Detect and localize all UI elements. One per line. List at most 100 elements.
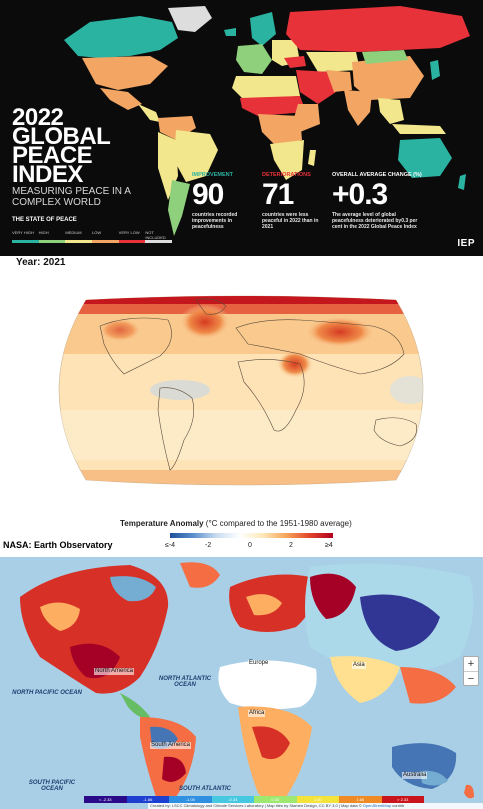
nasa-scale-step: -0.33 [211,796,254,803]
nasa-africa-warm [252,726,290,760]
anomaly-legend-title: Temperature Anomaly (°C compared to the … [120,519,352,528]
gpi-ukraine [284,56,306,68]
map-credit: Created by: LSCC Climatology and Climate… [148,803,483,809]
gpi-title-line: GLOBAL [12,123,111,150]
gpi-colombia-venezuela [158,116,196,140]
nasa-europe-cool [246,594,282,616]
stat-value: 90 [192,178,224,211]
anomaly-title-rest: (°C compared to the 1951-1980 average) [203,519,352,528]
nasa-color-scale: < -2.33 -1.66 -1.00 -0.33 0.33 1.00 1.66 > 2.33 [84,796,424,803]
credit-end: contrib [391,803,405,808]
gpi-mongolia [362,50,408,64]
nasa-scale-step: 1.66 [339,796,382,803]
credit-link[interactable]: OpenStreetMap [362,803,392,808]
ocean-label: NORTH PACIFIC OCEAN [12,690,82,696]
anomaly-tick: ≥4 [325,542,333,549]
gpi-japan [430,60,440,80]
nasa-scale-step: > 2.33 [381,796,424,803]
nasa-greenland [180,562,220,588]
nasa-asia-warm [310,573,356,619]
nasa-na-cool2 [110,576,156,602]
gpi-central-africa [258,114,302,146]
zoom-control[interactable]: + − [463,656,479,686]
stat-description: The average level of global peacefulness… [332,212,418,230]
state-of-peace-label: THE STATE OF PEACE [12,217,77,223]
peace-legend-labels: VERY HIGH HIGH MEDIUM LOW VERY LOW NOT INCLUD… [12,230,172,239]
gpi-india [344,90,372,126]
peace-legend-bar [12,240,173,243]
peace-legend-swatch [38,240,66,243]
stat-header: IMPROVEMENT [192,172,233,178]
stat-header: OVERALL AVERAGE CHANGE (%) [332,172,422,178]
gpi-madagascar [308,150,316,166]
gpi-sahel [240,96,306,116]
nasa-na-cool [40,602,80,631]
anomaly-tick: 0 [248,542,252,549]
continent-label: North America [94,668,135,675]
nasa-anomaly-map[interactable] [0,557,483,809]
stat-value: 71 [262,178,294,211]
peace-legend-label: VERY HIGH [12,230,34,235]
ocean-label: SOUTH ATLANTIC [179,786,231,792]
stat-improvement: IMPROVEMENT 90 countries recorded improv… [192,172,262,230]
peace-legend-swatch [12,240,39,243]
gpi-title-line: INDEX [12,161,83,188]
gpi-new-zealand [458,174,466,190]
gpi-china [352,56,424,100]
peace-legend-swatch [145,240,173,243]
nasa-scale-step: 1.00 [296,796,339,803]
gpi-subtitle: MEASURING PEACE IN A COMPLEX WORLD [12,186,131,208]
gpi-australia [398,138,452,178]
peace-index-world-map [64,6,470,236]
gpi-southeast-asia [378,98,404,124]
gpi-southern-cone [168,180,190,236]
continent-label: South America [150,742,192,749]
anomaly-scale-ticks: ≤-4 -2 0 2 ≥4 [165,542,340,552]
gpi-usa [82,56,168,90]
ocean-label: NORTH ATLANTIC OCEAN [158,676,212,688]
zoom-out-button[interactable]: − [464,671,478,685]
continent-label: Asia [352,662,366,669]
gpi-title-line: 2022 [12,104,64,131]
zoom-in-button[interactable]: + [467,658,475,670]
gpi-greenland [168,6,212,32]
nasa-asia-cold [360,594,440,651]
gpi-mexico [100,88,142,110]
nasa-scale-step: < -2.33 [84,796,127,803]
global-peace-index-panel: 2022 GLOBAL PEACE INDEX MEASURING PEACE … [0,0,483,256]
gpi-north-africa [232,76,300,100]
temperature-anomaly-map [58,295,424,486]
nasa-africa-nodata [218,660,317,710]
gpi-kazakhstan [306,52,360,72]
nasa-sa-warm [162,756,186,782]
gpi-western-europe [236,44,272,74]
peace-legend-label: MEDIUM [65,230,82,235]
gpi-iran [326,70,352,92]
peace-legend-swatch [118,240,146,243]
continent-label: Europe [248,660,270,667]
stat-description: countries recorded improvements in peace… [192,212,238,230]
nasa-asia-south [330,656,400,703]
ocean-label: SOUTH PACIFIC OCEAN [28,780,76,792]
peace-legend-label: VERY LOW [118,230,140,235]
anomaly-coastlines [99,298,417,471]
peace-legend-label: HIGH [38,230,49,235]
year-label: Year: 2021 [16,257,66,268]
gpi-central-america [138,104,160,122]
peace-legend-label: LOW [92,230,102,235]
stat-value: +0.3 [332,178,388,211]
nasa-scale-step: -1.66 [126,796,169,803]
peace-legend: VERY HIGH HIGH MEDIUM LOW VERY LOW NOT INCLUD… [12,226,173,246]
stat-deteriorations: DETERIORATIONS 71 countries were less pe… [262,172,328,230]
anomaly-tick: ≤-4 [165,542,176,549]
anomaly-tick: 2 [289,542,293,549]
stat-header: DETERIORATIONS [262,172,311,178]
peace-legend-swatch [92,240,119,243]
anomaly-title-bold: Temperature Anomaly [120,519,204,528]
gpi-indonesia [392,124,446,134]
stat-description: countries were less peaceful in 2022 tha… [262,212,319,230]
gpi-title: 2022 GLOBAL PEACE INDEX [12,104,111,188]
nasa-new-zealand [464,784,474,799]
nasa-scale-step: 0.33 [254,796,297,803]
gpi-middle-east [296,70,336,104]
